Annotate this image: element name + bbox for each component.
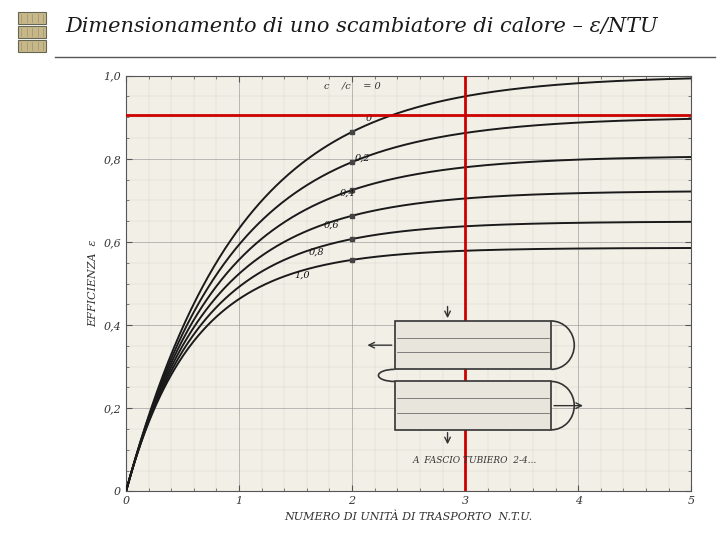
Text: c    /c    = 0: c /c = 0	[324, 82, 381, 91]
Text: 0: 0	[366, 114, 372, 123]
X-axis label: NUMERO DI UNITÀ DI TRASPORTO  N.T.U.: NUMERO DI UNITÀ DI TRASPORTO N.T.U.	[284, 512, 533, 522]
Bar	[18, 40, 46, 52]
Bar	[18, 26, 46, 38]
Text: A  FASCIO TUBIERO  2-4...: A FASCIO TUBIERO 2-4...	[413, 456, 537, 465]
Bar	[395, 321, 552, 369]
Y-axis label: EFFICIENZA  ε: EFFICIENZA ε	[88, 240, 98, 327]
Text: 0,8: 0,8	[309, 248, 325, 256]
Text: 0,2: 0,2	[354, 154, 370, 163]
Text: 0,4: 0,4	[340, 189, 355, 198]
Text: 0,6: 0,6	[324, 221, 339, 230]
Bar	[18, 12, 46, 24]
Text: 1,0: 1,0	[294, 271, 310, 280]
Bar	[395, 381, 552, 430]
Text: Dimensionamento di uno scambiatore di calore – ε/NTU: Dimensionamento di uno scambiatore di ca…	[65, 17, 657, 36]
